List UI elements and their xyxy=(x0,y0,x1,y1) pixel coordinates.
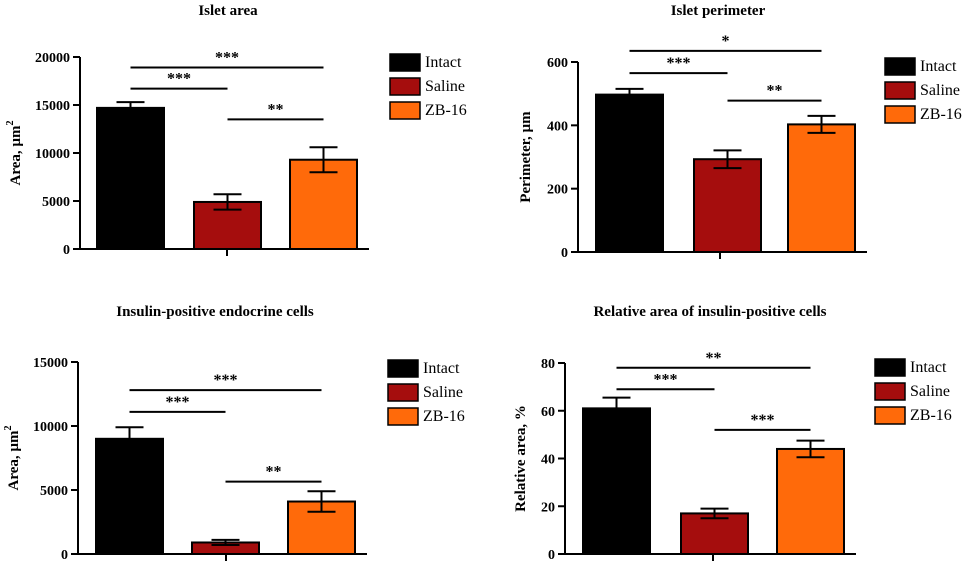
significance-label: *** xyxy=(167,71,191,88)
y-tick-label: 0 xyxy=(548,548,555,561)
error-bar-zb-16 xyxy=(309,146,338,174)
chart-title: Islet perimeter xyxy=(671,3,766,19)
bar-intact xyxy=(582,407,651,555)
y-tick-label: 60 xyxy=(541,405,555,420)
legend-swatch-saline xyxy=(874,382,906,401)
legend-label-zb-16: ZB-16 xyxy=(423,408,465,425)
y-axis-label-text: Area, µm xyxy=(6,430,22,491)
error-bar-intact xyxy=(615,87,644,102)
legend-label-zb-16: ZB-16 xyxy=(920,106,962,123)
chart-title: Relative area of insulin-positive cells xyxy=(593,304,826,320)
y-tick-label: 80 xyxy=(541,357,555,372)
y-tick-label: 0 xyxy=(63,243,70,258)
legend-swatch-zb-16 xyxy=(389,101,421,120)
legend-label-intact: Intact xyxy=(425,54,462,71)
legend-swatch-intact xyxy=(884,57,916,76)
legend-label-intact: Intact xyxy=(910,359,947,376)
y-axis-label-superscript: 2 xyxy=(3,425,14,430)
legend-label-zb-16: ZB-16 xyxy=(425,102,467,119)
bar-intact xyxy=(96,106,165,250)
error-bar-saline xyxy=(700,507,729,520)
y-tick-label: 20000 xyxy=(35,51,70,66)
error-bar-zb-16 xyxy=(807,114,836,134)
legend-swatch-zb-16 xyxy=(884,105,916,124)
y-tick-label: 10000 xyxy=(33,420,68,435)
significance-label: *** xyxy=(654,371,678,388)
chart-title: Insulin-positive endocrine cells xyxy=(116,304,314,320)
significance-label: *** xyxy=(166,394,190,411)
significance-label: *** xyxy=(215,50,239,67)
legend-swatch-saline xyxy=(884,81,916,100)
significance-label: ** xyxy=(266,464,282,481)
legend-label-saline: Saline xyxy=(423,384,463,401)
legend-swatch-saline xyxy=(389,77,421,96)
error-bar-intact xyxy=(115,426,144,452)
y-tick-label: 20 xyxy=(541,500,555,515)
y-tick-label: 5000 xyxy=(40,484,68,499)
bar-zb-16 xyxy=(289,158,358,250)
error-bar-saline xyxy=(211,538,240,547)
y-tick-label: 400 xyxy=(547,119,568,134)
chart-panel-4: Relative area of insulin-positive cells R… xyxy=(513,304,952,561)
legend-label-saline: Saline xyxy=(425,78,465,95)
legend-swatch-zb-16 xyxy=(874,406,906,425)
chart-panel-1: Islet area Area, µm2 0 5000 10000 15000 20000 *… xyxy=(5,3,467,258)
y-tick-label: 600 xyxy=(547,56,568,71)
y-axis-label: Perimeter, µm xyxy=(518,111,534,203)
legend-swatch-intact xyxy=(874,358,906,377)
y-axis-label: Area, µm2 xyxy=(5,120,24,185)
significance-label: ** xyxy=(268,101,284,118)
error-bar-saline xyxy=(213,193,242,211)
legend-label-intact: Intact xyxy=(423,360,460,377)
y-tick-label: 10000 xyxy=(35,147,70,162)
y-axis-label: Relative area, % xyxy=(513,405,529,512)
y-tick-label: 15000 xyxy=(35,99,70,114)
y-tick-label: 200 xyxy=(547,183,568,198)
chart-title: Islet area xyxy=(198,3,258,19)
bar-intact xyxy=(95,437,164,555)
significance-label: ** xyxy=(767,83,783,100)
significance-label: * xyxy=(722,33,730,50)
bar-intact xyxy=(595,93,664,253)
legend-swatch-intact xyxy=(389,53,421,72)
significance-label: *** xyxy=(214,372,238,389)
y-tick-label: 5000 xyxy=(42,195,70,210)
significance-label: *** xyxy=(751,412,775,429)
y-axis-label-superscript: 2 xyxy=(5,120,16,125)
error-bar-saline xyxy=(713,149,742,170)
bar-zb-16 xyxy=(776,447,845,556)
bar-zb-16 xyxy=(787,123,856,253)
y-tick-label: 15000 xyxy=(33,356,68,371)
legend-label-saline: Saline xyxy=(910,383,950,400)
legend-swatch-saline xyxy=(387,383,419,402)
y-axis-label-text: Area, µm xyxy=(8,125,24,186)
error-bar-zb-16 xyxy=(796,439,825,459)
error-bar-intact xyxy=(602,396,631,421)
y-tick-label: 0 xyxy=(61,548,68,561)
y-tick-label: 0 xyxy=(561,246,568,261)
y-tick-label: 40 xyxy=(541,453,555,468)
bar-saline xyxy=(680,512,749,555)
error-bar-intact xyxy=(116,101,145,115)
legend-label-saline: Saline xyxy=(920,82,960,99)
y-axis-label-text: Perimeter, µm xyxy=(518,111,534,203)
error-bar-zb-16 xyxy=(307,490,336,513)
legend-swatch-intact xyxy=(387,359,419,378)
legend-swatch-zb-16 xyxy=(387,407,419,426)
significance-label: *** xyxy=(667,55,691,72)
chart-panel-3: Insulin-positive endocrine cells Area, µm… xyxy=(3,304,465,561)
legend-label-zb-16: ZB-16 xyxy=(910,407,952,424)
y-axis-label-text: Relative area, % xyxy=(513,405,529,512)
legend-label-intact: Intact xyxy=(920,58,957,75)
y-axis-label: Area, µm2 xyxy=(3,425,22,490)
bar-saline xyxy=(693,158,762,253)
significance-label: ** xyxy=(706,350,722,367)
